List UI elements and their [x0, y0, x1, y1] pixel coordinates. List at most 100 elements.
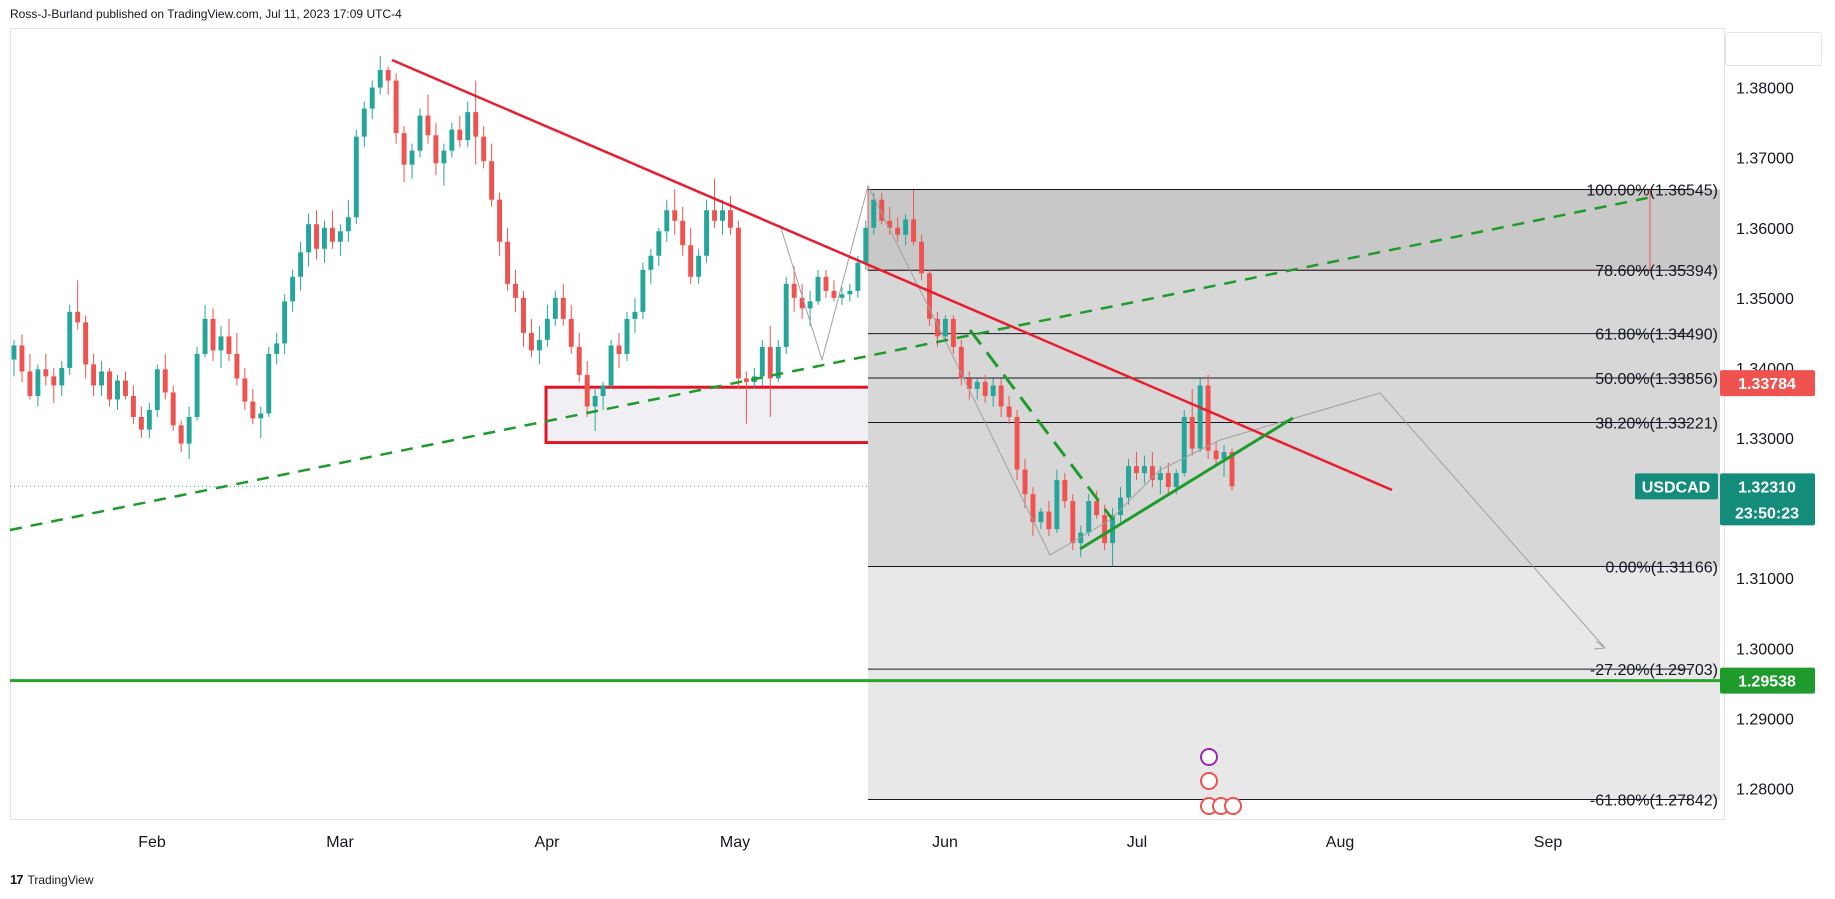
candle-body — [728, 210, 733, 228]
candle-body — [234, 353, 240, 379]
candle-body — [950, 318, 956, 347]
candle-body — [696, 255, 702, 277]
candle-body — [505, 241, 511, 284]
candle-body — [839, 294, 845, 298]
candle-body — [170, 392, 176, 426]
candle-body — [1157, 473, 1163, 481]
candle-body — [329, 227, 335, 242]
candle-body — [799, 297, 805, 309]
candle-body — [1134, 466, 1139, 474]
candle-body — [1094, 501, 1100, 516]
candle-body — [1038, 511, 1044, 523]
tradingview-watermark[interactable]: 17 TradingView — [10, 872, 94, 887]
y-tick-label: 1.37000 — [1736, 151, 1794, 168]
candle-body — [624, 318, 630, 354]
candle-body — [656, 231, 662, 256]
candle-body — [369, 87, 375, 109]
candle-body — [640, 269, 646, 312]
fib-level-label: 61.80%(1.34490) — [1595, 327, 1718, 344]
candle-body — [99, 371, 105, 386]
candle-body — [847, 290, 853, 295]
y-tick-label: 1.35000 — [1736, 291, 1794, 308]
candle-body — [1229, 452, 1235, 487]
candle-body — [568, 318, 574, 347]
candle-body — [258, 413, 264, 419]
candle-body — [393, 80, 399, 134]
publisher-credit: Ross-J-Burland published on TradingView.… — [10, 7, 402, 21]
x-tick-label: Feb — [138, 834, 166, 851]
tradingview-logo-icon: 17 — [10, 872, 24, 887]
candle-body — [322, 227, 327, 249]
candle-body — [1046, 511, 1052, 530]
candle-body — [584, 374, 590, 407]
candle-body — [242, 378, 248, 402]
candle-body — [465, 112, 471, 141]
candle-body — [632, 311, 638, 319]
x-tick-label: May — [720, 834, 750, 851]
candle-body — [513, 283, 518, 298]
candle-body — [1149, 466, 1155, 481]
candle-body — [306, 224, 312, 253]
y-tick-label: 1.31000 — [1736, 571, 1794, 588]
candle-body — [855, 262, 861, 291]
event-icon — [1200, 748, 1218, 766]
candle-body — [544, 318, 550, 340]
y-tick-label: 1.33000 — [1736, 431, 1794, 448]
candle-body — [823, 276, 829, 291]
candle-body — [154, 369, 160, 410]
chart-frame — [10, 28, 1725, 820]
candle-body — [521, 297, 526, 333]
candle-body — [672, 210, 678, 221]
x-tick-label: Mar — [326, 834, 354, 851]
candle-body — [282, 301, 288, 344]
symbol-tag-label: USDCAD — [1642, 479, 1710, 496]
last-price-tag — [1720, 473, 1815, 526]
candle-body — [35, 369, 41, 396]
candle-body — [1213, 450, 1219, 460]
candle-body — [528, 332, 534, 351]
tradingview-brand: TradingView — [27, 872, 94, 887]
candle-body — [274, 343, 280, 354]
symbol-tag — [1635, 473, 1718, 500]
fib-level-label: 38.20%(1.33221) — [1595, 416, 1718, 433]
candle-body — [927, 273, 932, 319]
bar-countdown: 23:50:23 — [1735, 505, 1799, 522]
candle-body — [1070, 501, 1076, 544]
candle-body — [130, 395, 136, 417]
candle-body — [879, 199, 885, 221]
candle-body — [497, 199, 503, 242]
candle-body — [1030, 494, 1036, 523]
candle-body — [401, 133, 407, 165]
green-dashed-downtrend — [968, 329, 1115, 521]
chart-control-box[interactable] — [1725, 32, 1822, 66]
candle-body — [966, 378, 972, 389]
candle-body — [409, 150, 415, 165]
candle-body — [815, 276, 821, 302]
candle-body — [1062, 480, 1068, 502]
candle-body — [903, 219, 909, 235]
candle-body — [998, 385, 1004, 407]
candle-body — [1165, 473, 1171, 488]
candle-body — [218, 336, 224, 351]
candle-body — [664, 210, 670, 232]
candle-body — [91, 364, 97, 386]
candle-body — [552, 297, 558, 319]
x-tick-label: Apr — [535, 834, 561, 851]
candle-body — [107, 371, 112, 400]
candle-body — [982, 381, 988, 396]
candle-body — [1126, 466, 1131, 498]
candle-body — [735, 227, 741, 379]
candle-body — [1118, 497, 1124, 516]
candle-body — [688, 245, 694, 277]
candle-body — [194, 353, 200, 417]
candle-body — [1078, 532, 1084, 544]
candle-body — [59, 367, 65, 386]
fib-level-label: -61.80%(1.27842) — [1590, 793, 1718, 810]
candle-body — [178, 425, 184, 444]
y-tick-label: 1.29000 — [1736, 711, 1794, 728]
y-tick-label: 1.28000 — [1736, 781, 1794, 798]
candle-body — [720, 210, 725, 221]
candle-body — [863, 227, 869, 263]
candle-body — [1086, 501, 1092, 533]
